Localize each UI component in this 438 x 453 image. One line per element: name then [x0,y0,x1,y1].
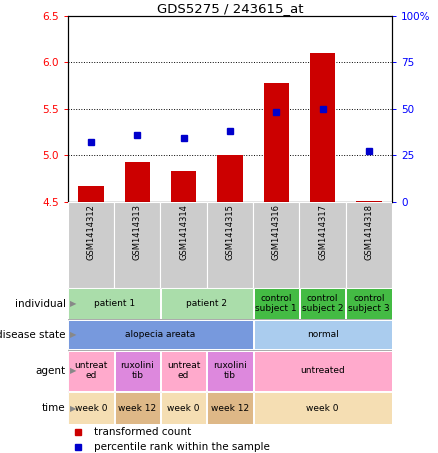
Bar [207,351,253,391]
Bar [161,288,253,319]
Text: GSM1414314: GSM1414314 [179,204,188,260]
Text: ruxolini
tib: ruxolini tib [213,361,247,380]
Text: ▶: ▶ [70,330,77,339]
Text: ▶: ▶ [70,366,77,375]
Text: ruxolini
tib: ruxolini tib [120,361,154,380]
Text: disease state: disease state [0,329,66,340]
Bar [161,392,206,424]
Bar [300,202,346,288]
Text: GSM1414315: GSM1414315 [226,204,234,260]
Bar [160,202,207,288]
Bar [161,351,206,391]
Bar [356,201,381,202]
Title: GDS5275 / 243615_at: GDS5275 / 243615_at [157,2,303,14]
Text: untreat
ed: untreat ed [167,361,200,380]
Text: GSM1414312: GSM1414312 [87,204,95,260]
Bar [124,162,150,202]
Text: week 0: week 0 [306,404,339,413]
Text: normal: normal [307,330,339,339]
Text: control
subject 2: control subject 2 [302,294,343,313]
Bar [68,320,253,349]
Bar [207,392,253,424]
Bar [253,202,300,288]
Text: ▶: ▶ [70,299,77,308]
Bar [346,202,392,288]
Bar [68,392,114,424]
Bar [115,351,160,391]
Bar [115,392,160,424]
Bar [114,202,160,288]
Bar [68,202,114,288]
Bar [78,186,104,202]
Text: GSM1414316: GSM1414316 [272,204,281,260]
Bar [217,155,243,202]
Text: control
subject 1: control subject 1 [255,294,297,313]
Text: week 0: week 0 [167,404,200,413]
Text: ▶: ▶ [70,404,77,413]
Bar [254,288,299,319]
Text: week 12: week 12 [118,404,156,413]
Text: week 12: week 12 [211,404,249,413]
Bar [346,288,392,319]
Text: patient 2: patient 2 [186,299,227,308]
Text: patient 1: patient 1 [94,299,135,308]
Text: individual: individual [15,299,66,308]
Bar [68,288,160,319]
Text: GSM1414318: GSM1414318 [364,204,373,260]
Text: agent: agent [35,366,66,376]
Bar [254,392,392,424]
Bar [254,351,392,391]
Bar [300,288,345,319]
Bar [207,202,253,288]
Text: alopecia areata: alopecia areata [125,330,196,339]
Text: untreat
ed: untreat ed [74,361,108,380]
Text: time: time [42,403,66,413]
Text: percentile rank within the sample: percentile rank within the sample [94,442,270,452]
Bar [68,351,114,391]
Bar [264,83,289,202]
Text: transformed count: transformed count [94,428,191,438]
Text: untreated: untreated [300,366,345,375]
Text: control
subject 3: control subject 3 [348,294,390,313]
Bar [254,320,392,349]
Text: week 0: week 0 [75,404,107,413]
Text: GSM1414313: GSM1414313 [133,204,142,260]
Bar [310,53,335,202]
Bar [171,171,196,202]
Text: GSM1414317: GSM1414317 [318,204,327,260]
